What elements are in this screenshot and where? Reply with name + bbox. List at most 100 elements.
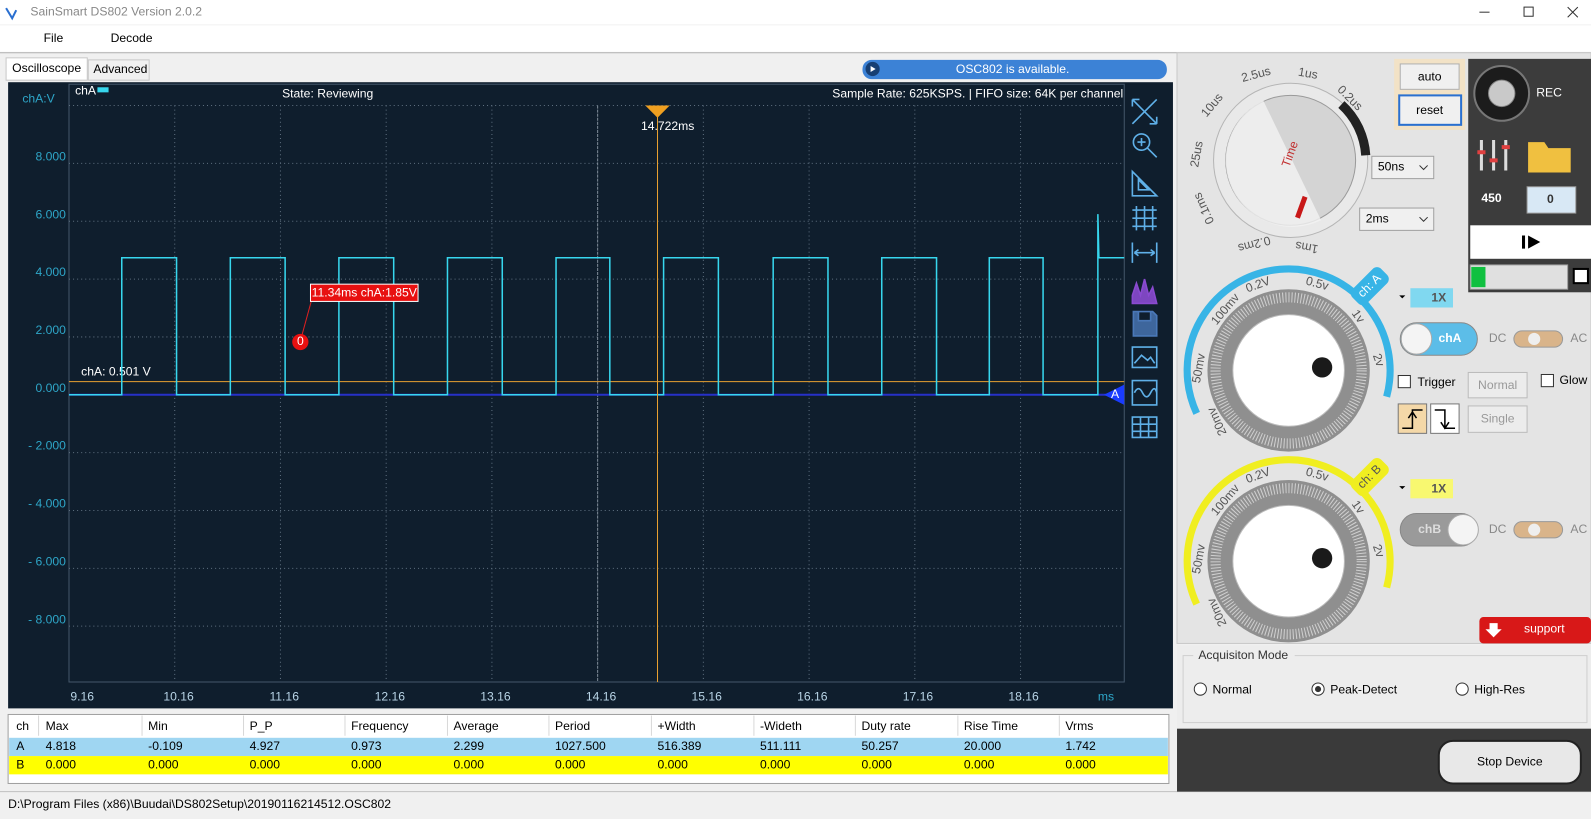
toolbar-icon[interactable] bbox=[1132, 206, 1157, 231]
stop-device-button[interactable] bbox=[1437, 739, 1582, 785]
icon-shape bbox=[1131, 98, 1158, 125]
x-tick-label: 17.16 bbox=[903, 689, 934, 703]
y-tick-label: 6.000 bbox=[36, 207, 67, 221]
icon-shape bbox=[1131, 416, 1158, 439]
channel-knob[interactable] bbox=[1232, 504, 1345, 618]
window-title: SainSmart DS802 Version 2.0.2 bbox=[30, 4, 202, 18]
table-cell: 0.000 bbox=[760, 757, 791, 771]
toolbar-icon[interactable] bbox=[1131, 379, 1158, 406]
status-text: D:\Program Files (x86)\Buudai\DS802Setup… bbox=[8, 797, 391, 811]
close-button[interactable] bbox=[1567, 6, 1579, 18]
radio-dot bbox=[1315, 686, 1322, 693]
time-knob-pointer bbox=[1295, 195, 1308, 219]
toolbar-icon[interactable] bbox=[1131, 98, 1158, 125]
support-icon bbox=[1485, 623, 1502, 638]
acquisition-title-bg bbox=[1193, 649, 1295, 662]
channel-knob-label: 2v bbox=[1370, 352, 1388, 370]
toolbar-icon[interactable] bbox=[1131, 346, 1158, 369]
radio-button[interactable] bbox=[1193, 682, 1207, 696]
time-knob-label: 25us bbox=[1187, 140, 1205, 168]
marker-box bbox=[309, 283, 419, 302]
banner bbox=[862, 59, 1167, 80]
reset-button[interactable] bbox=[1398, 94, 1463, 126]
radio-label[interactable]: Peak-Detect bbox=[1330, 682, 1398, 696]
select-value[interactable]: 2ms bbox=[1366, 211, 1389, 225]
select-arrow bbox=[1419, 216, 1428, 222]
marker-label: 11.34ms chA:1.85V bbox=[312, 286, 418, 300]
radio-button[interactable] bbox=[1455, 682, 1469, 696]
probe-box[interactable] bbox=[1410, 288, 1454, 308]
falling-edge-icon bbox=[1434, 409, 1456, 430]
folder-icon[interactable] bbox=[1528, 142, 1571, 173]
channel-knob-ticks bbox=[1210, 292, 1367, 449]
table-cell: 0.973 bbox=[351, 739, 382, 753]
sample-rate: Sample Rate: 625KSPS. | FIFO size: 64K p… bbox=[832, 87, 1123, 101]
normal-button[interactable] bbox=[1467, 371, 1528, 399]
menu-item[interactable]: Decode bbox=[111, 31, 153, 45]
channel-tag bbox=[1350, 267, 1389, 306]
tab-active[interactable] bbox=[5, 57, 88, 81]
record-count: 450 bbox=[1481, 191, 1502, 205]
glow-checkbox[interactable] bbox=[1540, 373, 1554, 388]
channel-knob-dot bbox=[1311, 357, 1333, 378]
auto-button[interactable] bbox=[1399, 63, 1460, 90]
toolbar-icon[interactable] bbox=[1132, 133, 1158, 158]
acquisition-title: Acquisiton Mode bbox=[1198, 648, 1288, 662]
select[interactable] bbox=[1371, 155, 1435, 180]
x-unit: ms bbox=[1098, 689, 1114, 703]
tab-label[interactable]: Oscilloscope bbox=[12, 61, 81, 75]
toolbar-icon[interactable] bbox=[1131, 169, 1159, 197]
coupling-switch-knob bbox=[1528, 523, 1541, 536]
select-value[interactable]: 50ns bbox=[1378, 160, 1404, 174]
probe-box[interactable] bbox=[1410, 479, 1454, 499]
reset-label[interactable]: reset bbox=[1416, 103, 1444, 117]
column-header: P_P bbox=[250, 719, 273, 733]
record-index: 0 bbox=[1547, 192, 1554, 206]
acquisition-group bbox=[1182, 655, 1588, 724]
channel-marker[interactable] bbox=[1103, 384, 1125, 405]
channel-toggle-knob bbox=[1400, 323, 1433, 355]
coupling-label: AC bbox=[1570, 331, 1587, 345]
progress-bar bbox=[1469, 264, 1569, 290]
auto-label[interactable]: auto bbox=[1418, 69, 1442, 83]
probe-arrow[interactable] bbox=[1399, 295, 1406, 299]
y-tick-label: 0.000 bbox=[36, 381, 67, 395]
radio-label[interactable]: High-Res bbox=[1474, 682, 1525, 696]
support-button[interactable] bbox=[1479, 617, 1591, 644]
select[interactable] bbox=[1359, 207, 1435, 231]
stop-record[interactable] bbox=[1572, 267, 1589, 285]
progress-fill bbox=[1471, 266, 1486, 288]
table-cell: A bbox=[16, 739, 25, 753]
channel-knob-ticks bbox=[1210, 483, 1367, 640]
record-index-input[interactable] bbox=[1526, 186, 1577, 214]
icon-shape bbox=[1132, 206, 1157, 231]
single-label: Single bbox=[1481, 411, 1515, 425]
table-cell: 0.000 bbox=[250, 757, 281, 771]
tab-label[interactable]: Advanced bbox=[93, 62, 147, 76]
maximize-button[interactable] bbox=[1523, 6, 1534, 17]
tab[interactable] bbox=[87, 59, 150, 81]
single-button[interactable] bbox=[1467, 405, 1528, 433]
y-tick-label: 8.000 bbox=[36, 150, 67, 164]
time-cursor-handle[interactable] bbox=[645, 105, 670, 118]
y-tick-label: - 4.000 bbox=[28, 497, 66, 511]
toolbar-icon[interactable] bbox=[1131, 242, 1158, 263]
channel-legend-swatch bbox=[97, 87, 109, 93]
toolbar-icon[interactable] bbox=[1131, 416, 1158, 439]
stop-device-label[interactable]: Stop Device bbox=[1477, 754, 1543, 768]
toolbar-icon[interactable] bbox=[1131, 278, 1158, 305]
icon-shape bbox=[1131, 379, 1158, 406]
trigger-checkbox[interactable] bbox=[1397, 374, 1411, 389]
x-tick-label: 12.16 bbox=[375, 689, 406, 703]
channel-knob-label: 0.5v bbox=[1304, 274, 1331, 294]
menu-item[interactable]: File bbox=[44, 31, 64, 45]
column-header: +Width bbox=[658, 719, 696, 733]
marker-dot[interactable] bbox=[292, 333, 309, 351]
table-cell: 50.257 bbox=[861, 739, 898, 753]
probe-arrow[interactable] bbox=[1399, 486, 1406, 490]
channel-knob[interactable] bbox=[1232, 314, 1345, 427]
toolbar-icon[interactable] bbox=[1132, 310, 1158, 337]
x-tick-label: 11.16 bbox=[269, 689, 299, 703]
radio-label[interactable]: Normal bbox=[1213, 682, 1252, 696]
